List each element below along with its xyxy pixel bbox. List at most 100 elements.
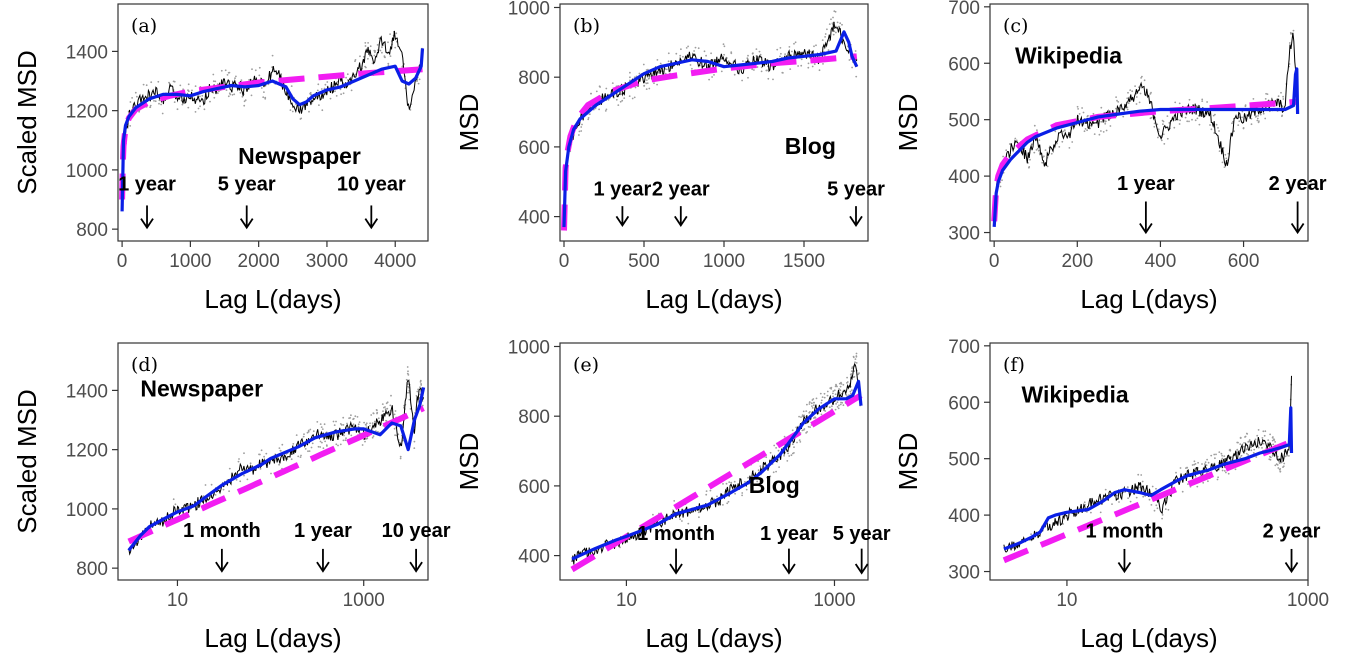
panel-tag: (c): [1003, 15, 1028, 37]
scatter-point: [755, 48, 758, 50]
scatter-point: [203, 108, 206, 111]
scatter-point: [1156, 507, 1159, 510]
scatter-point: [1161, 514, 1164, 516]
scatter-point: [1264, 430, 1267, 433]
scatter-point: [809, 426, 811, 428]
scatter-point: [339, 443, 342, 446]
scatter-point: [1215, 453, 1217, 456]
scatter-point: [194, 85, 197, 87]
scatter-point: [1250, 446, 1252, 449]
scatter-point: [251, 68, 253, 71]
scatter-point: [1098, 133, 1101, 136]
scatter-point: [665, 68, 668, 71]
scatter-point: [326, 81, 329, 83]
scatter-point: [835, 383, 837, 386]
scatter-point: [581, 123, 583, 126]
scatter-point: [1167, 508, 1170, 511]
annotation-label: 1 month: [183, 520, 261, 542]
scatter-point: [1209, 124, 1211, 126]
scatter-point: [846, 381, 849, 383]
scatter-point: [1254, 116, 1257, 118]
scatter-point: [778, 466, 780, 468]
scatter-point: [1083, 501, 1086, 504]
scatter-point: [216, 92, 219, 95]
y-tick-label: 400: [948, 167, 980, 188]
scatter-point: [788, 46, 791, 48]
scatter-point: [826, 394, 829, 397]
scatter-point: [1043, 155, 1045, 158]
scatter-point: [694, 46, 697, 49]
scatter-point: [841, 23, 843, 26]
scatter-point: [240, 79, 243, 81]
scatter-point: [342, 439, 345, 442]
annotation-label: 5 year: [218, 174, 276, 196]
scatter-point: [1256, 434, 1259, 437]
scatter-point: [839, 389, 842, 392]
scatter-point: [1202, 481, 1205, 484]
scatter-point: [1271, 436, 1274, 439]
y-axis-title: Scaled MSD: [12, 50, 42, 195]
annotation-arrowhead: [1117, 562, 1132, 574]
scatter-point: [1140, 474, 1143, 476]
scatter-point: [781, 71, 784, 74]
scatter-point: [1104, 488, 1107, 491]
scatter-point: [691, 67, 693, 70]
scatter-point: [814, 416, 817, 419]
scatter-point: [822, 63, 824, 65]
scatter-point: [350, 434, 353, 437]
fit-series-line: [127, 405, 425, 545]
scatter-point: [326, 445, 328, 447]
scatter-point: [1139, 92, 1142, 95]
scatter-point: [851, 389, 853, 391]
scatter-point: [711, 76, 713, 78]
scatter-point: [260, 449, 263, 452]
scatter-point: [214, 494, 217, 496]
scatter-point: [787, 452, 789, 455]
scatter-point: [376, 411, 379, 414]
scatter-point: [1261, 447, 1263, 449]
scatter-point: [595, 90, 598, 93]
scatter-point: [681, 520, 683, 522]
scatter-point: [394, 434, 396, 437]
scatter-point: [1036, 129, 1038, 132]
plot-area: [561, 10, 859, 231]
scatter-point: [1256, 117, 1259, 120]
scatter-point: [323, 87, 326, 90]
scatter-point: [172, 80, 175, 83]
scatter-point: [364, 42, 367, 44]
scatter-point: [1250, 117, 1253, 120]
scatter-point: [791, 429, 794, 432]
scatter-point: [697, 47, 700, 50]
scatter-point: [851, 367, 853, 370]
scatter-point: [136, 95, 138, 98]
annotation-arrowhead: [674, 215, 688, 227]
scatter-point: [339, 88, 342, 91]
scatter-point: [1265, 92, 1267, 95]
scatter-point: [687, 522, 690, 525]
scatter-point: [806, 403, 808, 406]
scatter-point: [1083, 130, 1086, 133]
scatter-point: [1261, 437, 1264, 439]
scatter-point: [1002, 155, 1004, 158]
plot-frame: [559, 342, 869, 581]
scatter-point: [838, 404, 840, 407]
y-axis-title: MSD: [454, 94, 484, 152]
scatter-point: [300, 117, 303, 120]
scatter-point: [239, 91, 242, 94]
scatter-point: [238, 458, 240, 460]
scatter-point: [390, 394, 392, 397]
scatter-point: [1264, 98, 1267, 100]
y-axis-title: MSD: [893, 94, 923, 152]
scatter-point: [1237, 441, 1239, 444]
scatter-point: [769, 451, 772, 454]
scatter-point: [386, 401, 389, 404]
scatter-point: [1252, 98, 1255, 100]
scatter-point: [810, 402, 813, 405]
x-axis-title: Lag L(days): [645, 284, 782, 314]
scatter-point: [849, 373, 852, 376]
scatter-point: [320, 426, 323, 428]
scatter-point: [839, 22, 842, 25]
y-tick-label: 800: [518, 407, 550, 428]
scatter-point: [1163, 143, 1166, 145]
scatter-point: [369, 45, 372, 48]
